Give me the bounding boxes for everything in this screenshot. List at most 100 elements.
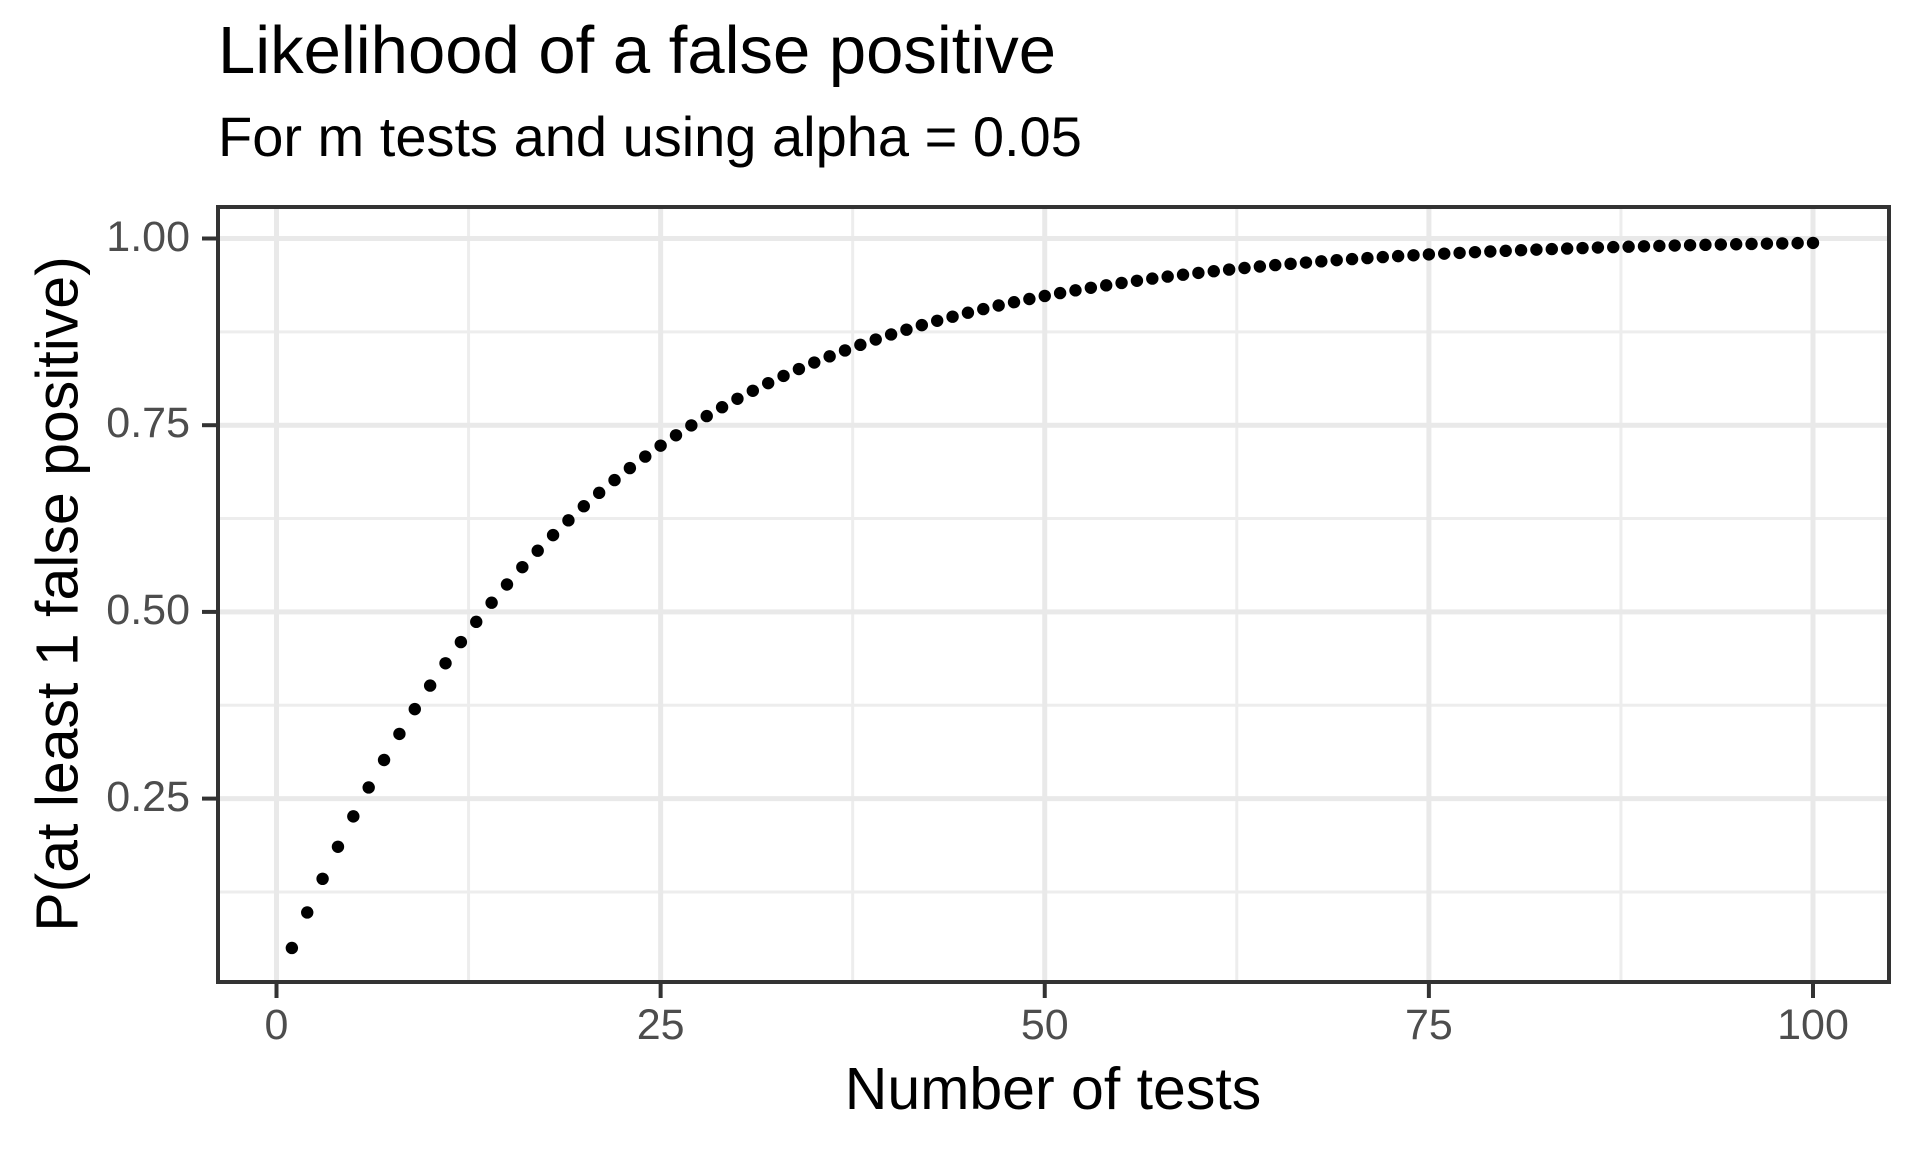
data-point xyxy=(1391,249,1405,263)
data-point xyxy=(577,500,590,513)
data-point xyxy=(808,356,821,369)
data-point xyxy=(1238,261,1251,275)
data-point xyxy=(500,578,514,591)
data-point xyxy=(1069,284,1082,297)
data-point xyxy=(1330,253,1343,267)
data-point xyxy=(1607,240,1620,254)
y-tick-label: 0.75 xyxy=(106,399,190,448)
data-point xyxy=(1438,247,1451,260)
data-point xyxy=(1192,266,1205,280)
data-point xyxy=(1361,251,1374,265)
data-point xyxy=(1222,263,1236,276)
data-point xyxy=(1514,244,1528,257)
data-point xyxy=(1484,245,1497,258)
data-point xyxy=(1545,242,1558,256)
data-point xyxy=(1315,255,1328,268)
data-point xyxy=(608,473,621,487)
data-point xyxy=(685,419,698,432)
data-point xyxy=(362,781,375,794)
data-point xyxy=(1699,238,1712,252)
data-point xyxy=(516,560,529,574)
data-point xyxy=(1007,296,1021,309)
data-point xyxy=(1284,257,1297,271)
data-point xyxy=(1407,249,1420,262)
data-point xyxy=(1299,256,1313,269)
data-point xyxy=(639,450,652,463)
data-point xyxy=(930,314,944,327)
panel-background xyxy=(218,207,1889,982)
data-point xyxy=(1176,268,1190,281)
data-point xyxy=(1591,241,1605,254)
data-point xyxy=(1269,258,1282,272)
data-point xyxy=(377,753,391,767)
data-point xyxy=(777,369,790,383)
data-point xyxy=(1115,276,1128,290)
y-tick-label: 0.25 xyxy=(106,772,190,821)
data-point xyxy=(869,333,882,346)
data-point xyxy=(1038,289,1051,303)
chart-subtitle: For m tests and using alpha = 0.05 xyxy=(218,105,1082,168)
x-tick-label: 25 xyxy=(636,1001,685,1049)
data-point xyxy=(715,401,729,414)
data-point xyxy=(623,461,637,475)
data-point xyxy=(838,344,852,357)
data-point xyxy=(823,350,836,363)
data-point xyxy=(1084,281,1098,294)
x-axis-title: Number of tests xyxy=(844,1056,1262,1122)
data-point xyxy=(1637,240,1651,253)
data-point xyxy=(1253,260,1267,273)
data-point xyxy=(562,514,575,527)
data-point xyxy=(915,318,929,332)
data-point xyxy=(408,702,421,716)
data-point xyxy=(546,528,560,542)
x-tick-label: 0 xyxy=(264,1001,289,1049)
data-point xyxy=(731,392,744,405)
data-point xyxy=(1146,272,1159,285)
data-point xyxy=(900,323,913,336)
data-point xyxy=(977,302,990,316)
data-point xyxy=(1130,274,1144,287)
data-point xyxy=(669,429,683,442)
data-point xyxy=(485,596,498,609)
y-axis-title: P(at least 1 false positive) xyxy=(24,256,91,932)
data-point xyxy=(1530,243,1543,256)
y-tick-label: 0.50 xyxy=(106,585,190,634)
y-tick-label: 1.00 xyxy=(106,212,190,261)
data-point xyxy=(1453,246,1466,260)
data-point xyxy=(1207,265,1220,278)
x-tick-label: 75 xyxy=(1404,1001,1453,1049)
data-point xyxy=(393,727,406,741)
data-point xyxy=(1468,245,1482,259)
data-point xyxy=(439,657,452,670)
data-point xyxy=(1376,250,1389,264)
data-point xyxy=(992,299,1005,312)
data-point xyxy=(1760,237,1774,250)
data-point xyxy=(423,679,437,692)
data-point xyxy=(746,384,760,397)
data-point xyxy=(1576,241,1589,255)
data-point xyxy=(884,328,898,341)
data-point xyxy=(316,872,329,886)
panel-border xyxy=(216,205,1891,984)
data-point xyxy=(1791,236,1804,250)
data-point xyxy=(470,615,483,629)
data-point xyxy=(761,376,775,390)
data-point xyxy=(531,544,544,557)
data-point xyxy=(1668,239,1681,252)
data-point xyxy=(1422,248,1436,261)
data-point xyxy=(1023,292,1036,306)
chart-title: Likelihood of a false positive xyxy=(218,13,1057,88)
data-point xyxy=(1776,237,1789,250)
data-point xyxy=(1714,238,1728,251)
data-point xyxy=(1683,238,1697,252)
x-tick-label: 50 xyxy=(1020,1001,1069,1049)
data-point xyxy=(301,906,314,919)
data-point xyxy=(454,635,468,649)
data-point xyxy=(1653,239,1666,253)
data-point xyxy=(961,306,975,319)
data-point xyxy=(1560,242,1574,255)
data-point xyxy=(1345,252,1359,266)
data-point xyxy=(1729,238,1743,251)
